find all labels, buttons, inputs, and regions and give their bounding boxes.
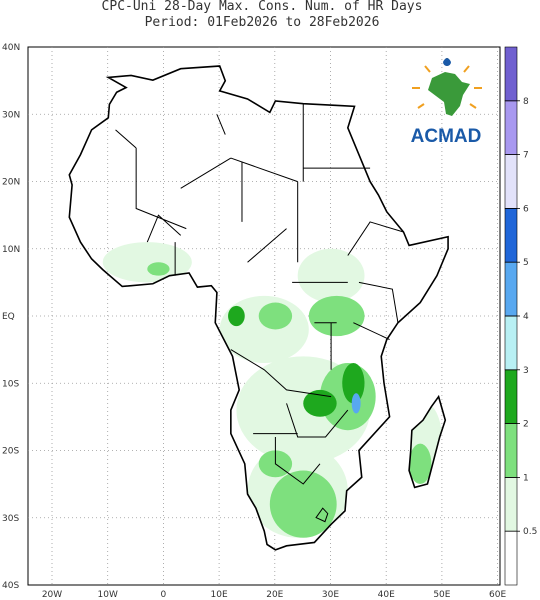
title-line: CPC-Uni 28-Day Max. Cons. Num. of HR Day… bbox=[102, 0, 423, 14]
logo: ACMAD bbox=[411, 58, 482, 147]
lon-label: 10E bbox=[211, 590, 228, 600]
lon-label: 10W bbox=[98, 590, 118, 600]
colorbar-label: 4 bbox=[523, 312, 529, 322]
lat-label: 30N bbox=[2, 110, 20, 120]
borders bbox=[316, 508, 328, 521]
lat-label: 40S bbox=[2, 581, 19, 591]
colorbar-segment bbox=[504, 154, 518, 209]
colorbar-segment bbox=[504, 530, 518, 586]
shading bbox=[102, 242, 443, 538]
borders bbox=[116, 104, 404, 484]
colorbar-segment bbox=[504, 423, 518, 478]
colorbar-label: 7 bbox=[523, 151, 529, 161]
lat-label: 40N bbox=[2, 43, 20, 53]
colorbar-label: 5 bbox=[523, 258, 529, 268]
lat-label: 20N bbox=[2, 178, 20, 188]
colorbar-segment bbox=[504, 477, 518, 532]
map-layer bbox=[69, 66, 448, 550]
lon-label: 60E bbox=[489, 590, 506, 600]
lat-label: 20S bbox=[2, 447, 19, 457]
colorbar-segment bbox=[504, 261, 518, 317]
lon-label: 30E bbox=[322, 590, 339, 600]
colorbar-label: 2 bbox=[523, 420, 529, 430]
colorbar-segment bbox=[504, 100, 518, 155]
colorbar: 0.5 1 2 3 4 5 6 7 8 bbox=[504, 46, 537, 586]
lat-label: 10S bbox=[2, 379, 19, 389]
lon-label: 20W bbox=[42, 590, 62, 600]
colorbar-label: 3 bbox=[523, 366, 529, 376]
lon-label: 0 bbox=[161, 590, 167, 600]
logo-drop bbox=[443, 58, 451, 66]
colorbar-label: 0.5 bbox=[523, 527, 537, 537]
colorbar-segment bbox=[504, 369, 518, 424]
colorbar-segment bbox=[504, 315, 518, 371]
lon-label: 40E bbox=[378, 590, 395, 600]
colorbar-label: 6 bbox=[523, 204, 529, 214]
logo-africa bbox=[428, 72, 470, 116]
lon-label: 50E bbox=[433, 590, 450, 600]
lon-label: 20E bbox=[266, 590, 283, 600]
lat-label: EQ bbox=[2, 312, 15, 322]
lat-label: 30S bbox=[2, 514, 19, 524]
colorbar-label: 1 bbox=[523, 473, 529, 483]
title-line: Period: 01Feb2026 to 28Feb2026 bbox=[145, 15, 380, 30]
logo-text: ACMAD bbox=[411, 126, 482, 147]
colorbar-label: 8 bbox=[523, 97, 529, 107]
colorbar-segment bbox=[504, 46, 518, 102]
coastline bbox=[69, 66, 448, 550]
lat-label: 10N bbox=[2, 245, 20, 255]
colorbar-segment bbox=[504, 208, 518, 263]
